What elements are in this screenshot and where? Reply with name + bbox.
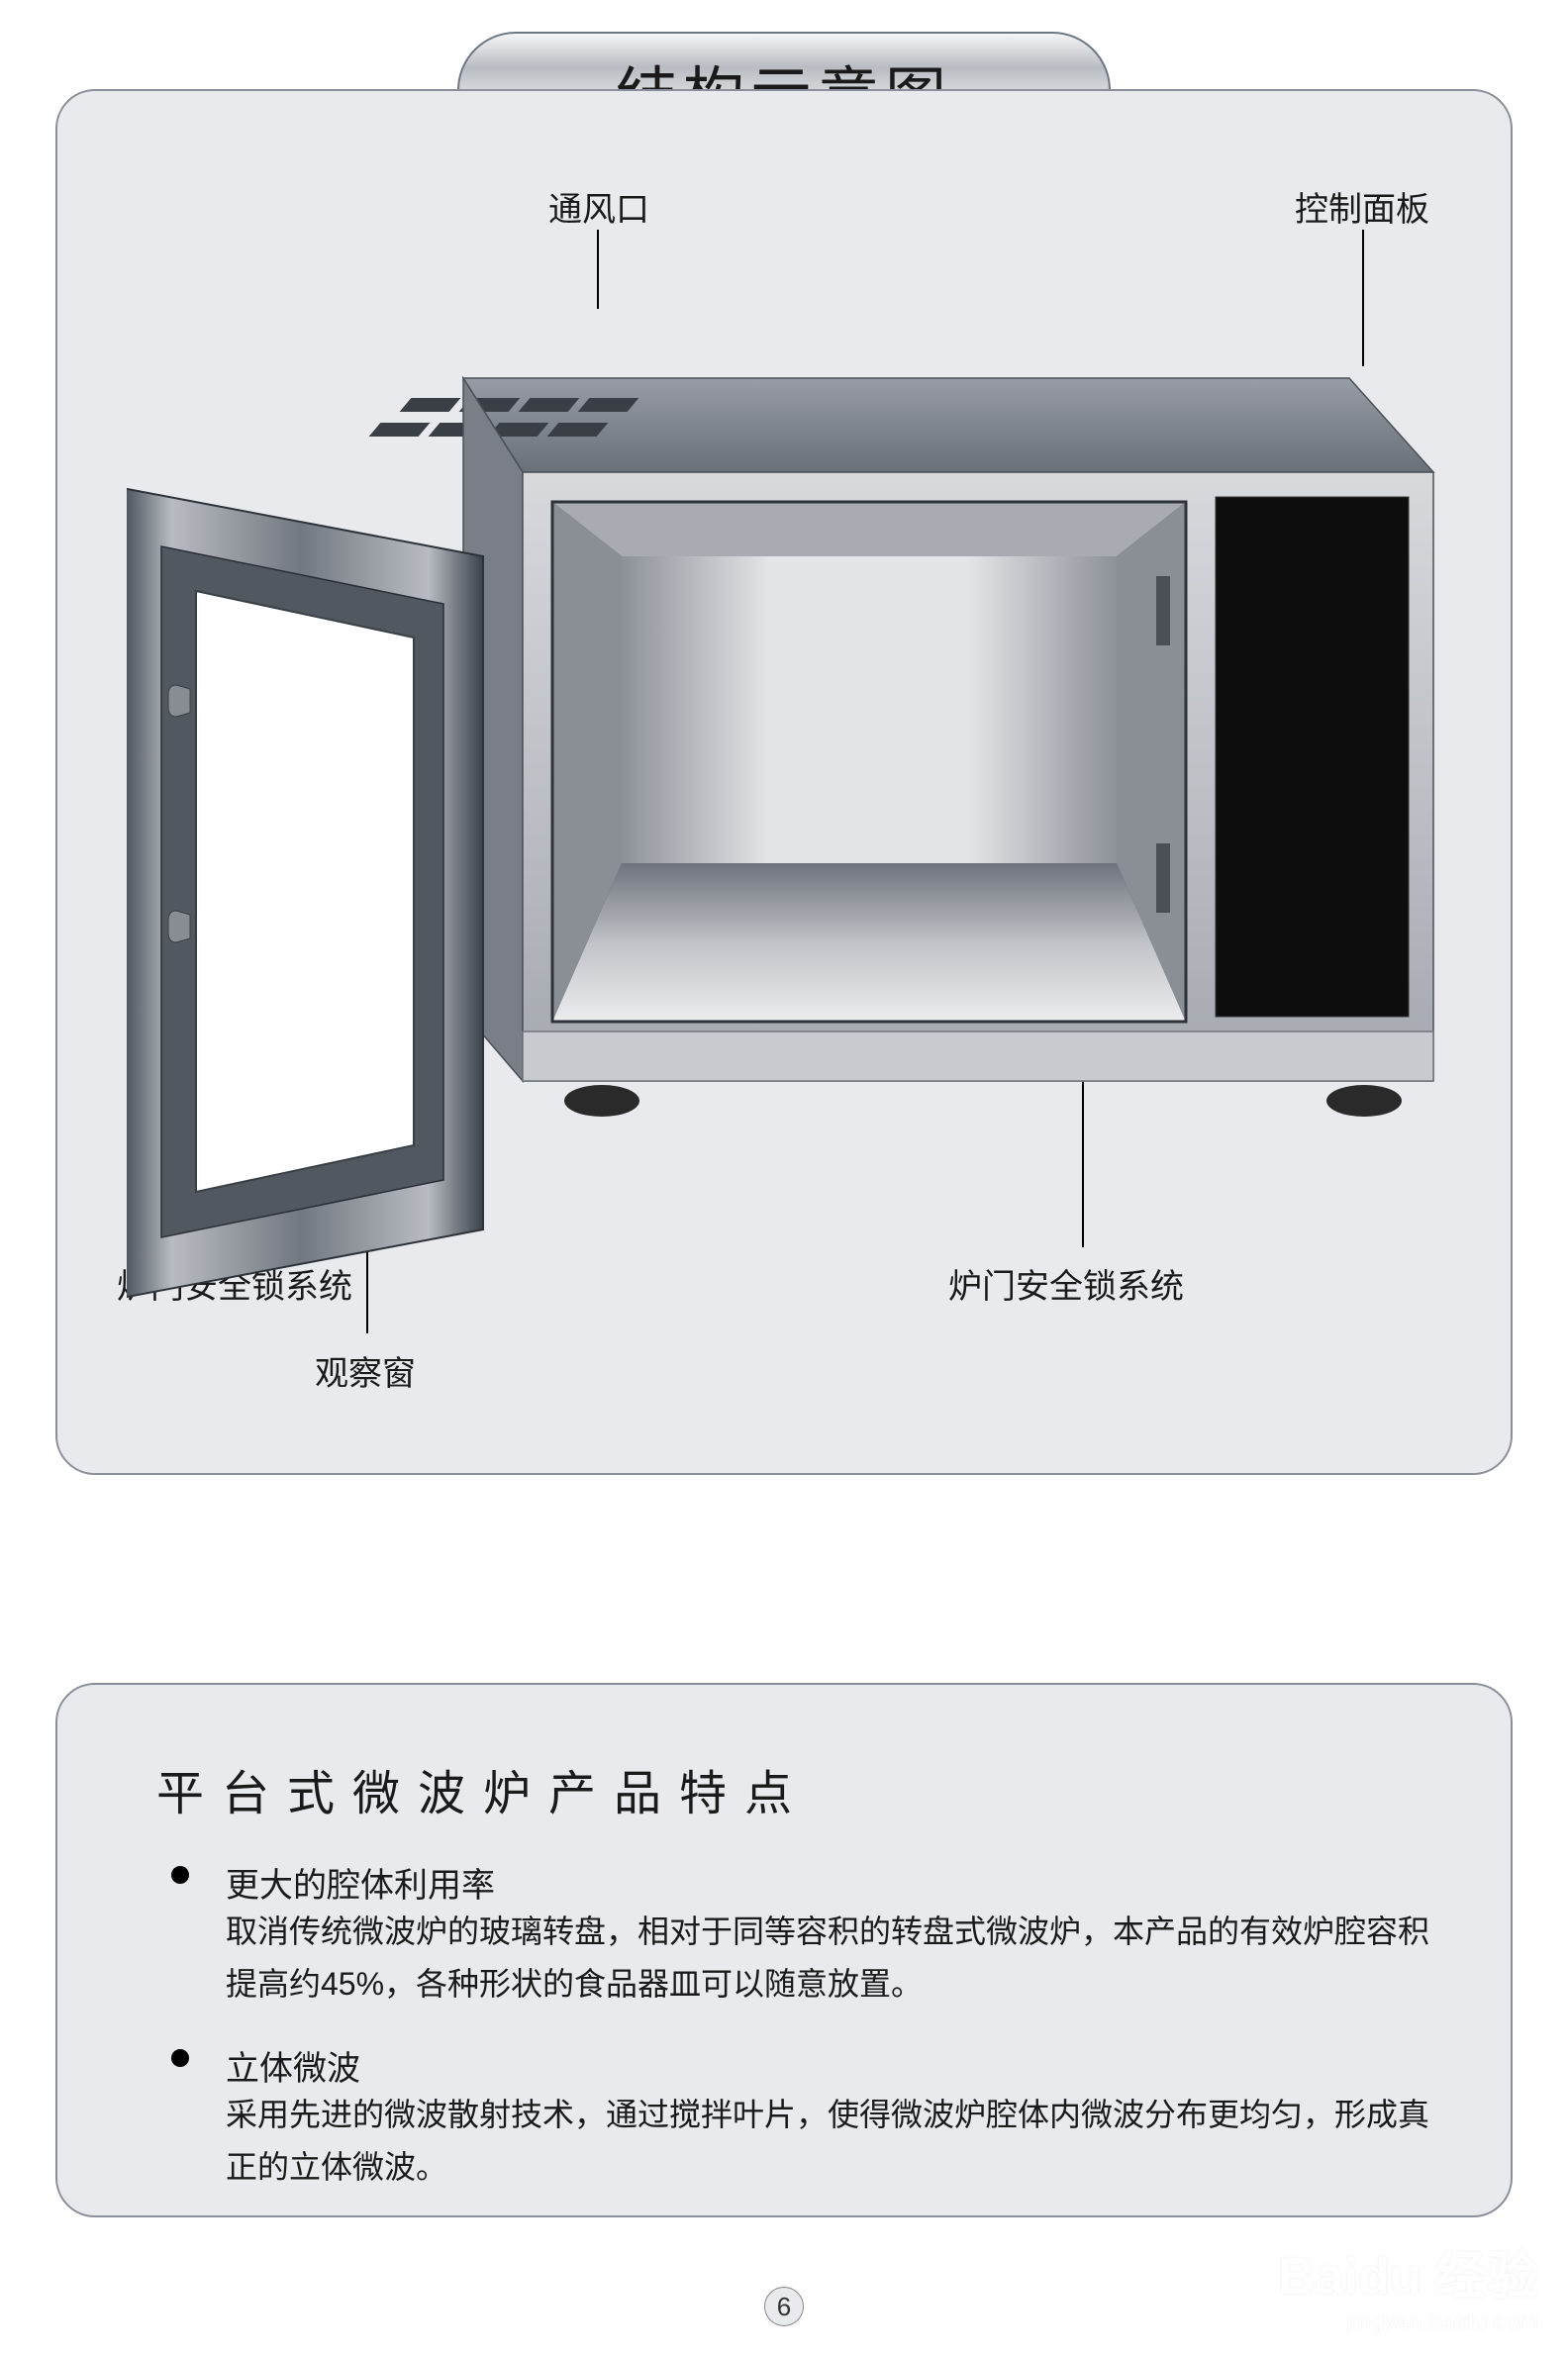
bullet-icon (171, 1866, 189, 1884)
feature-body: 采用先进的微波散射技术，通过搅拌叶片，使得微波炉腔体内微波分布更均匀，形成真正的… (226, 2089, 1443, 2194)
diagram-panel: 通风口 控制面板 炉门安全锁系统 炉门安全锁系统 观察窗 (55, 89, 1513, 1475)
watermark: Baidu 经验 jingyan.baidu.com (1278, 2234, 1538, 2336)
label-vent: 通风口 (548, 182, 649, 231)
feature-title: 更大的腔体利用率 (226, 1858, 495, 1907)
bullet-icon (171, 2049, 189, 2067)
watermark-logo: Baidu 经验 (1278, 2234, 1538, 2308)
page-number-text: 6 (777, 2292, 791, 2322)
watermark-url: jingyan.baidu.com (1278, 2308, 1538, 2336)
microwave-illustration (127, 230, 1443, 1368)
feature-title: 立体微波 (226, 2041, 360, 2090)
label-control-panel: 控制面板 (1295, 182, 1429, 231)
features-panel: 平台式微波炉产品特点 更大的腔体利用率 取消传统微波炉的玻璃转盘，相对于同等容积… (55, 1683, 1513, 2217)
features-heading: 平台式微波炉产品特点 (156, 1754, 810, 1823)
feature-body: 取消传统微波炉的玻璃转盘，相对于同等容积的转盘式微波炉，本产品的有效炉腔容积提高… (226, 1906, 1443, 2011)
page-number: 6 (764, 2287, 804, 2326)
